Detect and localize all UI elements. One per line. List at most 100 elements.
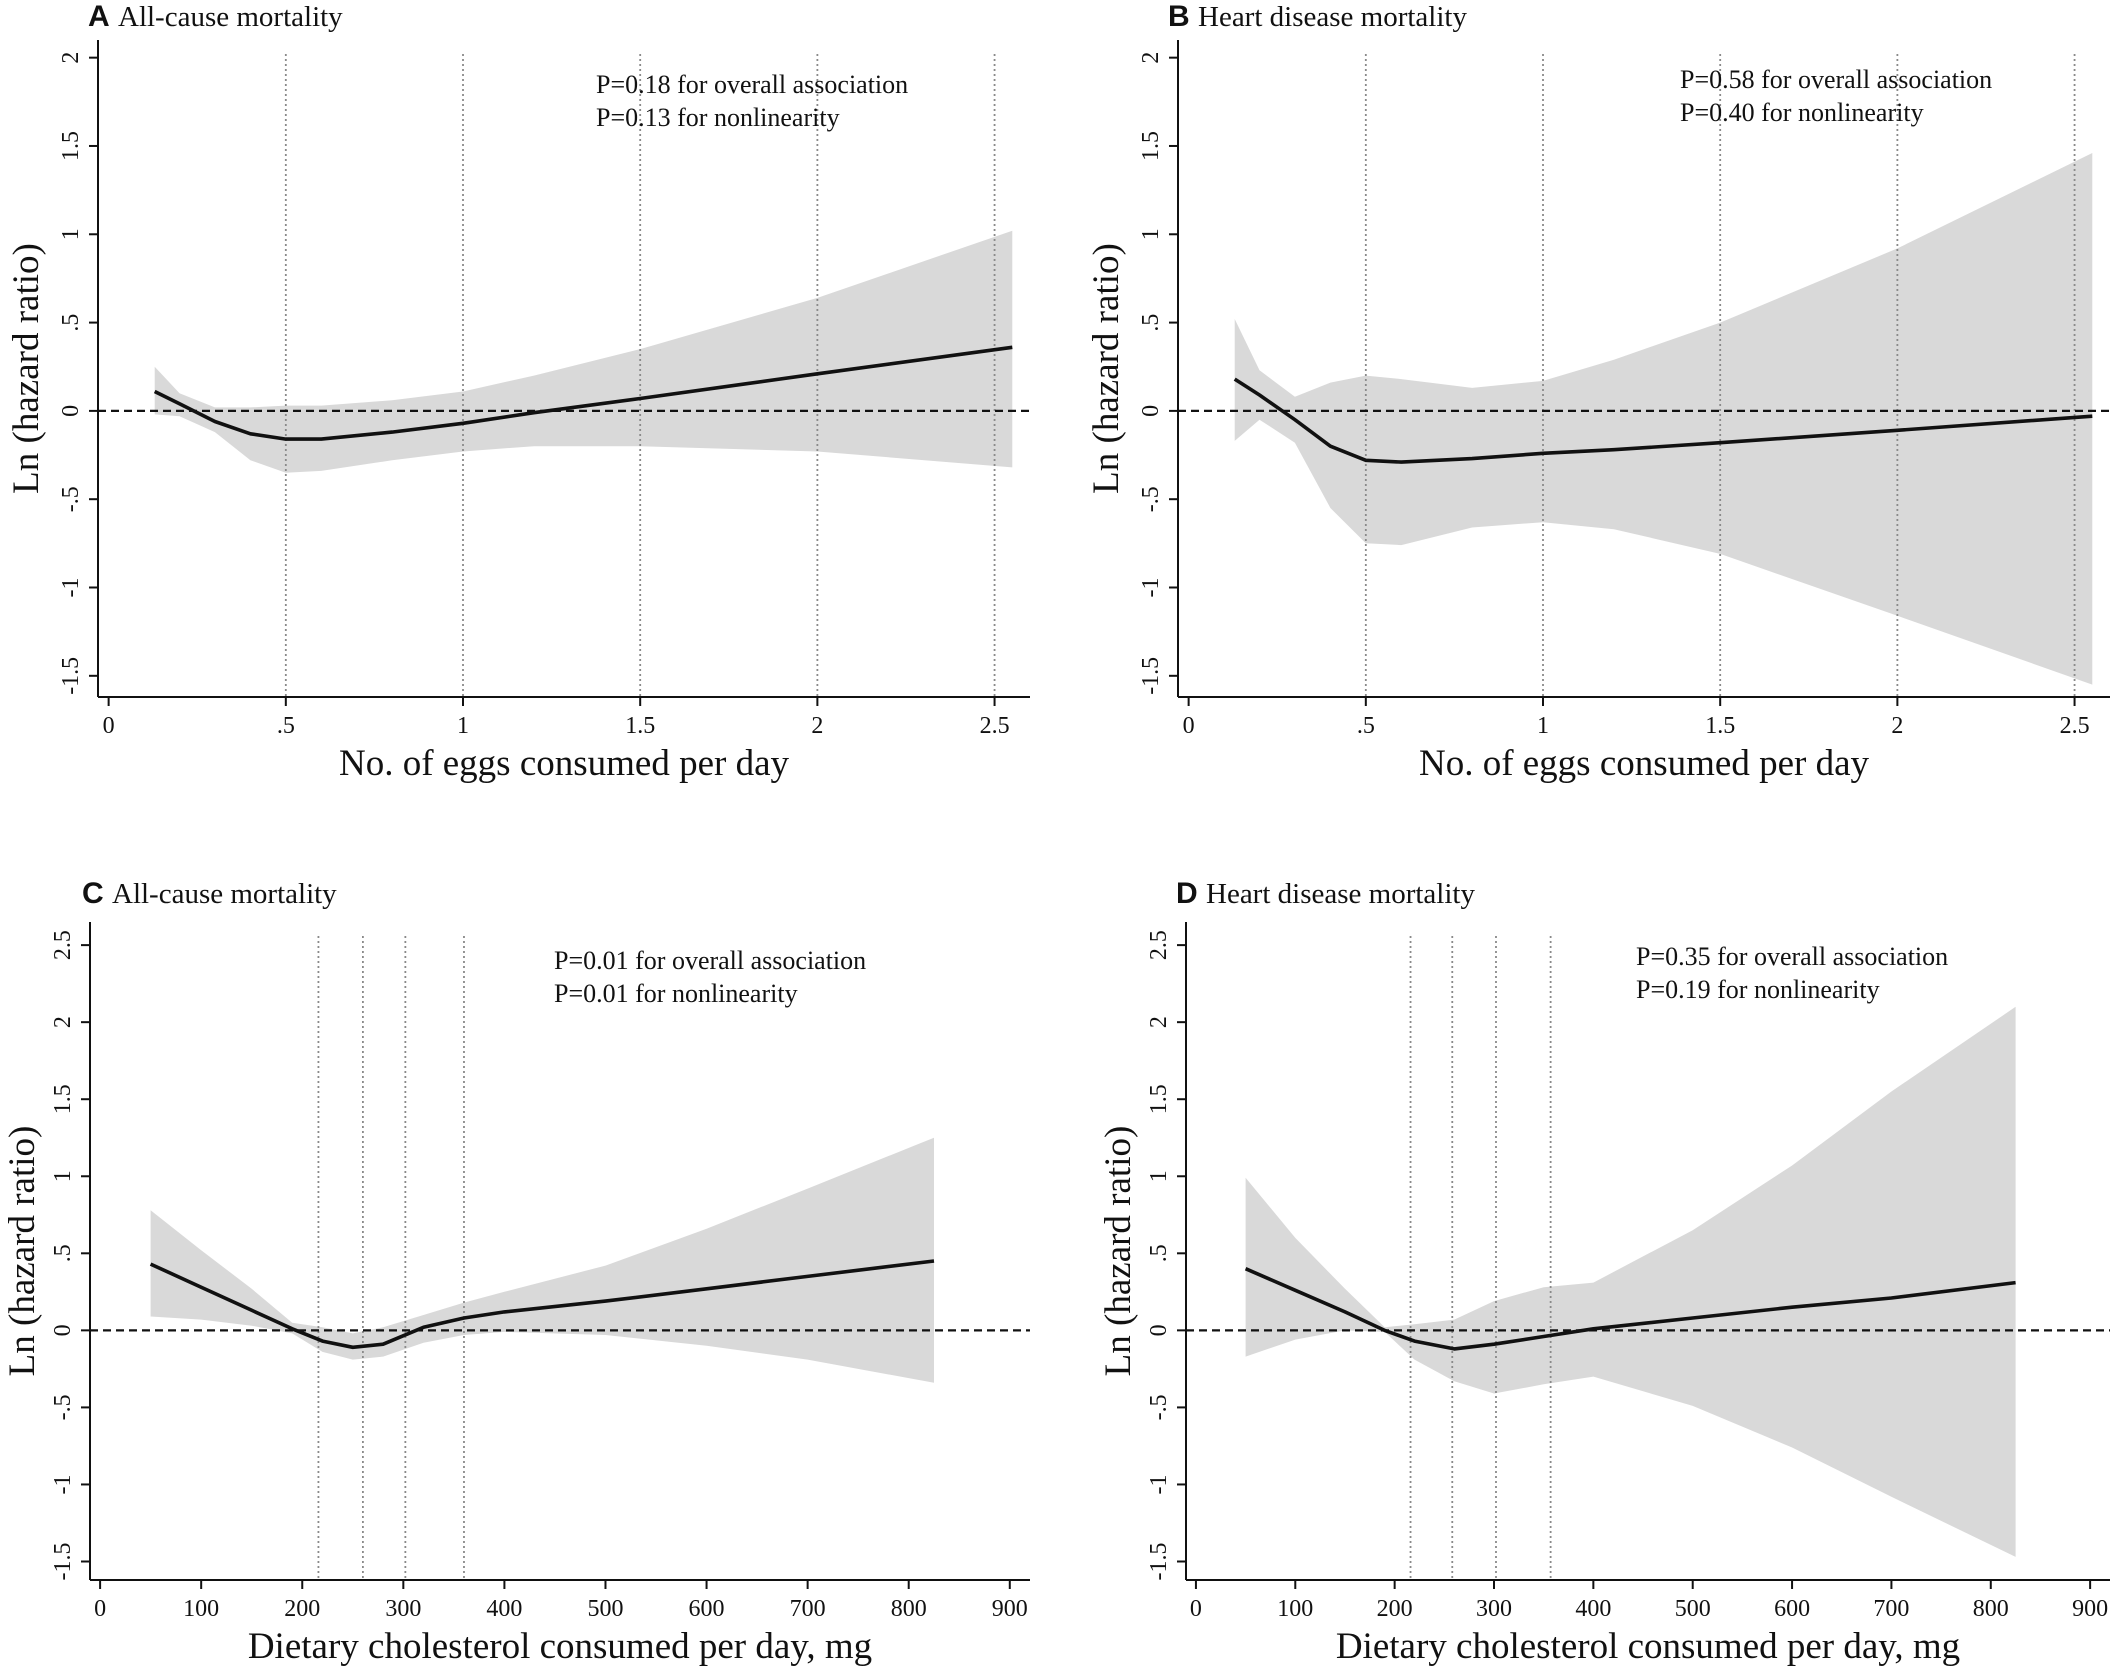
y-tick-label: 1: [1146, 1170, 1172, 1182]
y-tick-label: 1: [1138, 228, 1164, 240]
x-tick-label: 100: [183, 1596, 219, 1622]
confidence-band: [150, 1137, 935, 1383]
y-tick-label: -1: [50, 1474, 76, 1494]
p-value-annotation: P=0.01 for nonlinearity: [554, 979, 798, 1008]
x-tick-label: 700: [790, 1596, 826, 1622]
x-tick-label: 0: [94, 1596, 106, 1622]
x-tick-label: 1: [1537, 713, 1549, 739]
y-axis-label: Ln (hazard ratio): [2, 1126, 43, 1377]
y-tick-label: 2: [58, 52, 84, 64]
x-tick-label: 500: [1675, 1596, 1711, 1622]
x-tick-label: 300: [385, 1596, 421, 1622]
p-value-annotation: P=0.13 for nonlinearity: [596, 103, 840, 132]
y-tick-label: 2: [1146, 1016, 1172, 1028]
x-tick-label: .5: [277, 713, 295, 739]
y-tick-label: .5: [1146, 1244, 1172, 1262]
y-axis-label: Ln (hazard ratio): [1086, 243, 1127, 494]
x-tick-label: 2: [1891, 713, 1903, 739]
y-tick-label: 1.5: [1146, 1084, 1172, 1114]
y-tick-label: 0: [58, 405, 84, 417]
y-tick-label: -1.5: [50, 1543, 76, 1581]
y-tick-label: .5: [1138, 314, 1164, 332]
x-axis-label: Dietary cholesterol consumed per day, mg: [248, 1626, 872, 1667]
estimate-line: [1233, 377, 2093, 464]
x-tick-label: 800: [1973, 1596, 2009, 1622]
panel-c: -1.5 -1 -.5 0 .5 1 1.5 2 2.5 0 100 200 300 400 500 600 7…: [2, 877, 1030, 1667]
panel-letter: A: [88, 0, 110, 33]
y-tick-label: -.5: [58, 486, 84, 512]
panel-b: -1.5 -1 -.5 0 .5 1 1.5 2 0 .5 1 1.5 2 2.5 Ln (hazard r…: [1086, 0, 2110, 784]
y-tick-label: -1: [58, 578, 84, 598]
x-tick-label: 0: [1183, 713, 1195, 739]
x-tick-label: 2: [811, 713, 823, 739]
x-tick-label: 300: [1476, 1596, 1512, 1622]
x-tick-label: 1.5: [1705, 713, 1735, 739]
y-tick-label: 1.5: [50, 1084, 76, 1114]
panel-title: Heart disease mortality: [1198, 1, 1467, 33]
panel-title: Heart disease mortality: [1206, 878, 1475, 910]
p-value-annotation: P=0.19 for nonlinearity: [1636, 975, 1880, 1004]
y-tick-label: .5: [50, 1244, 76, 1262]
p-value-annotation: P=0.58 for overall association: [1680, 65, 1992, 94]
y-tick-label: 2: [1138, 52, 1164, 64]
x-tick-label: 900: [992, 1596, 1028, 1622]
y-axis-label: Ln (hazard ratio): [1098, 1126, 1139, 1377]
y-tick-label: -1.5: [1138, 657, 1164, 695]
x-tick-label: 400: [486, 1596, 522, 1622]
panel-letter: B: [1168, 0, 1190, 33]
p-value-annotation: P=0.40 for nonlinearity: [1680, 98, 1924, 127]
confidence-band: [1245, 1006, 2016, 1557]
y-tick-label: 1.5: [58, 131, 84, 161]
x-axis-label: No. of eggs consumed per day: [339, 743, 790, 784]
y-tick-label: -.5: [1138, 486, 1164, 512]
x-tick-label: 700: [1873, 1596, 1909, 1622]
confidence-band: [1234, 153, 2093, 685]
x-tick-label: 900: [2072, 1596, 2108, 1622]
y-tick-label: -1: [1138, 578, 1164, 598]
x-tick-label: 400: [1575, 1596, 1611, 1622]
y-tick-label: 1.5: [1138, 131, 1164, 161]
y-tick-label: -.5: [50, 1394, 76, 1420]
panel-title: All-cause mortality: [112, 878, 337, 910]
estimate-line: [149, 1259, 935, 1350]
x-axis-label: No. of eggs consumed per day: [1419, 743, 1870, 784]
y-tick-label: -1.5: [1146, 1543, 1172, 1581]
x-axis-label: Dietary cholesterol consumed per day, mg: [1336, 1626, 1960, 1667]
x-tick-label: 0: [103, 713, 115, 739]
p-value-annotation: P=0.35 for overall association: [1636, 942, 1948, 971]
x-tick-label: 200: [284, 1596, 320, 1622]
y-axis-label: Ln (hazard ratio): [6, 243, 47, 494]
x-tick-label: 1: [457, 713, 469, 739]
x-tick-label: .5: [1357, 713, 1375, 739]
y-tick-label: -1: [1146, 1474, 1172, 1494]
panel-d: -1.5 -1 -.5 0 .5 1 1.5 2 2.5 0 100 200 300 400 500 600 7…: [1098, 877, 2110, 1667]
y-tick-label: -1.5: [58, 657, 84, 695]
x-tick-label: 2.5: [980, 713, 1010, 739]
x-tick-label: 0: [1190, 1596, 1202, 1622]
y-tick-label: 0: [1138, 405, 1164, 417]
y-tick-label: 2.5: [1146, 930, 1172, 960]
y-tick-label: .5: [58, 314, 84, 332]
x-tick-label: 600: [1774, 1596, 1810, 1622]
panel-title: All-cause mortality: [118, 1, 343, 33]
x-tick-label: 2.5: [2060, 713, 2090, 739]
y-tick-label: -.5: [1146, 1394, 1172, 1420]
p-value-annotation: P=0.18 for overall association: [596, 70, 908, 99]
panel-letter: C: [82, 877, 104, 910]
y-tick-label: 0: [50, 1324, 76, 1336]
y-tick-label: 2.5: [50, 930, 76, 960]
estimate-line: [1244, 1267, 2016, 1351]
y-tick-label: 2: [50, 1016, 76, 1028]
estimate-line: [153, 345, 1013, 441]
y-tick-label: 0: [1146, 1324, 1172, 1336]
x-tick-label: 600: [689, 1596, 725, 1622]
x-tick-label: 100: [1277, 1596, 1313, 1622]
x-tick-label: 1.5: [625, 713, 655, 739]
panel-a: -1.5 -1 -.5 0 .5 1 1.5 2 0 .5 1 1.5 2 2.5 Ln (hazard r…: [6, 0, 1030, 784]
x-tick-label: 500: [587, 1596, 623, 1622]
y-tick-label: 1: [50, 1170, 76, 1182]
y-tick-label: 1: [58, 228, 84, 240]
panel-letter: D: [1176, 877, 1198, 910]
x-tick-label: 800: [891, 1596, 927, 1622]
